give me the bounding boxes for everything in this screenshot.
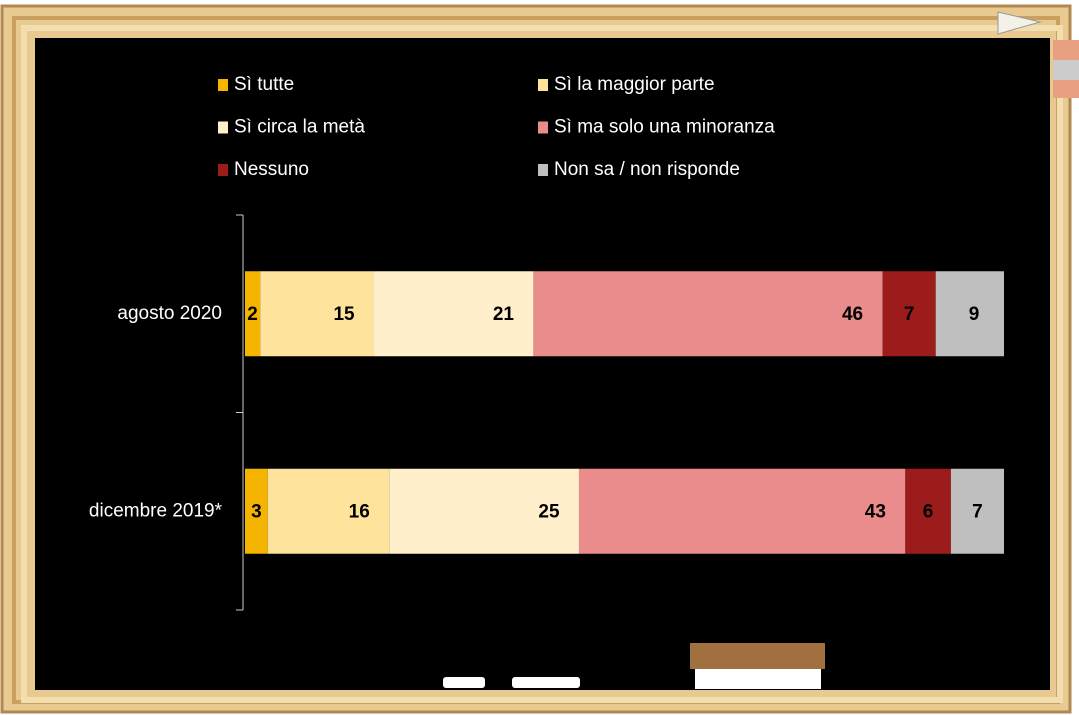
bar-segment xyxy=(935,271,1004,357)
legend-label: Nessuno xyxy=(234,159,309,180)
board xyxy=(35,38,1050,690)
bar-segment xyxy=(245,468,268,554)
frame-inner xyxy=(21,25,1063,703)
bar-segment xyxy=(882,271,936,357)
bar-segment xyxy=(260,271,375,357)
data-label: 9 xyxy=(969,304,980,325)
bar-segment xyxy=(267,468,390,554)
bar-segment xyxy=(245,271,261,357)
chalk xyxy=(443,677,485,688)
data-label: 21 xyxy=(493,304,515,325)
data-label: 2 xyxy=(247,304,258,325)
legend-marker xyxy=(538,79,548,91)
legend-marker xyxy=(218,164,228,176)
eraser xyxy=(690,643,825,669)
legend-label: Non sa / non risponde xyxy=(554,159,740,180)
data-label: 7 xyxy=(904,304,915,325)
legend-marker xyxy=(218,121,228,134)
legend-marker xyxy=(538,121,548,134)
data-label: 6 xyxy=(923,501,934,522)
bar-segment xyxy=(950,468,1004,554)
category-label: dicembre 2019* xyxy=(89,500,223,521)
data-label: 46 xyxy=(842,304,863,325)
bar-segment xyxy=(389,468,579,554)
data-label: 7 xyxy=(972,501,983,522)
data-label: 15 xyxy=(333,304,355,325)
bar-segment xyxy=(905,468,951,554)
data-label: 16 xyxy=(349,501,370,522)
data-label: 3 xyxy=(251,501,262,522)
category-label: agosto 2020 xyxy=(117,303,222,324)
bar-segment xyxy=(533,271,883,357)
data-label: 25 xyxy=(538,501,560,522)
eraser-felt xyxy=(695,669,821,689)
data-label: 43 xyxy=(865,501,886,522)
legend-label: Sì la maggior parte xyxy=(554,74,715,95)
pencil xyxy=(997,11,1042,35)
pencil-band xyxy=(1053,60,1079,80)
legend-label: Sì tutte xyxy=(234,74,294,95)
chalk xyxy=(512,677,580,688)
legend-marker xyxy=(538,164,548,176)
legend-label: Sì circa la metà xyxy=(234,117,365,138)
legend-marker xyxy=(218,79,228,91)
legend-label: Sì ma solo una minoranza xyxy=(554,117,775,138)
bar-segment xyxy=(374,271,534,357)
bar-segment xyxy=(578,468,906,554)
